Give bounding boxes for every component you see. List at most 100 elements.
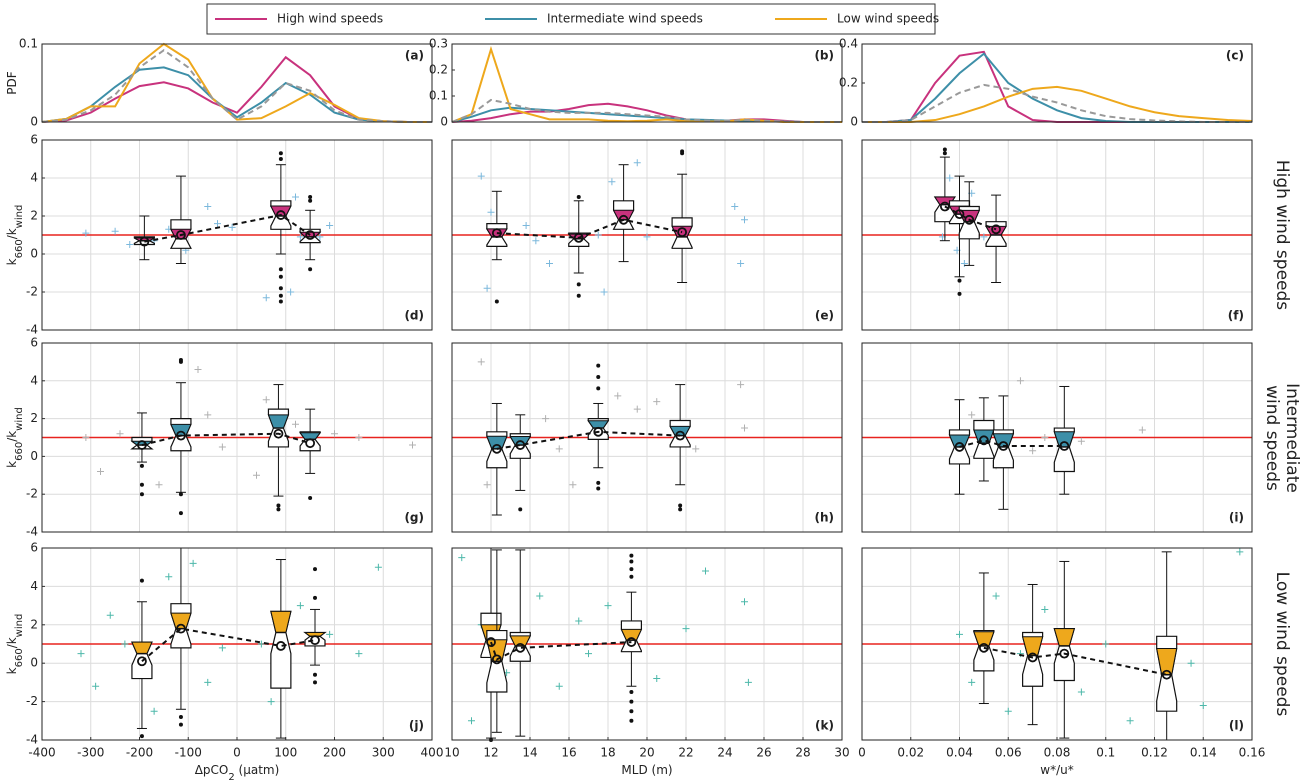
x-tick-label: -100 — [175, 746, 202, 760]
panel-label: (b) — [814, 49, 834, 63]
mean-marker — [677, 227, 687, 238]
y-axis-label-part: k — [5, 667, 19, 674]
x-tick-label: 16 — [561, 746, 576, 760]
scatter-point — [326, 222, 334, 229]
scatter-point — [253, 471, 260, 479]
scatter-point — [331, 430, 338, 438]
x-tick-label: -400 — [28, 746, 55, 760]
x-tick-label: 0 — [858, 746, 866, 760]
outlier — [313, 595, 317, 600]
y-tick-label: 0 — [30, 449, 38, 463]
scatter-point — [82, 434, 90, 441]
y-axis-label: k660/kwind — [5, 407, 25, 468]
scatter-point — [1004, 707, 1012, 715]
x-tick-label: 0.1 — [1096, 746, 1115, 760]
mean-marker — [491, 654, 502, 665]
y-axis-label: k660/kwind — [5, 614, 25, 675]
scatter-point — [1041, 605, 1049, 613]
outlier — [596, 375, 601, 380]
pdf-line — [451, 98, 842, 123]
y-tick-label: 6 — [30, 541, 38, 555]
outlier — [629, 718, 634, 723]
outlier — [139, 578, 144, 583]
mean-marker — [137, 440, 147, 450]
scatter-point — [522, 222, 530, 229]
scatter-point — [1126, 717, 1134, 725]
mean-marker — [573, 232, 584, 243]
scatter-point — [555, 682, 563, 690]
outlier — [278, 157, 283, 161]
mean-marker — [593, 426, 604, 437]
outlier — [308, 198, 313, 203]
mean-marker — [176, 623, 186, 634]
outlier — [178, 358, 183, 363]
scatter-point — [1016, 377, 1024, 385]
mean-marker — [491, 443, 502, 454]
y-tick-label: -4 — [26, 525, 38, 539]
outlier — [178, 511, 183, 516]
outlier — [308, 267, 313, 272]
outlier — [596, 486, 601, 491]
panel-label: (e) — [815, 309, 834, 323]
mean-marker — [491, 228, 502, 239]
x-tick-label: 0.14 — [1190, 746, 1217, 760]
y-tick-label: -2 — [26, 487, 38, 501]
scatter-point — [682, 625, 690, 633]
y-axis-label-part: 660 — [14, 648, 25, 667]
row-label: High wind speeds — [1272, 159, 1292, 311]
mean-marker — [176, 430, 186, 441]
mean-marker — [273, 428, 284, 439]
scatter-point — [204, 411, 212, 419]
x-tick-label: 300 — [372, 746, 395, 760]
scatter-point — [218, 443, 226, 451]
mean-marker — [964, 214, 975, 225]
scatter-point — [326, 630, 334, 638]
mean-line — [959, 439, 1065, 448]
panel-label: (h) — [814, 511, 834, 525]
y-axis-label-part: 660 — [14, 239, 25, 258]
y-tick-label: 0 — [850, 115, 858, 129]
outlier — [629, 690, 634, 694]
scatter-point — [1077, 437, 1085, 445]
panel-label: (j) — [409, 719, 424, 733]
legend-label: Intermediate wind speeds — [547, 12, 703, 26]
mean-marker — [275, 641, 286, 651]
outlier — [576, 282, 581, 287]
outlier — [680, 149, 685, 154]
x-tick-label: 0.08 — [1044, 746, 1071, 760]
scatter-point — [614, 392, 622, 400]
y-tick-label: 2 — [30, 209, 38, 223]
scatter-point — [741, 216, 748, 224]
scatter-point — [468, 717, 475, 725]
scatter-point — [458, 554, 466, 562]
y-axis-label: PDF — [5, 71, 19, 94]
scatter-point — [1077, 688, 1085, 696]
scatter-point — [483, 481, 491, 489]
scatter-point — [296, 602, 304, 610]
mean-marker — [991, 224, 1001, 235]
y-tick-label: 0.3 — [429, 37, 448, 51]
x-tick-label: 28 — [795, 746, 810, 760]
scatter-point — [741, 598, 748, 606]
y-axis-label-part: /k — [5, 228, 19, 239]
scatter-point — [960, 260, 968, 267]
outlier — [629, 699, 634, 704]
y-tick-label: 2 — [30, 411, 38, 425]
mean-line — [141, 627, 316, 663]
scatter-point — [165, 573, 173, 581]
pdf-line — [41, 49, 432, 123]
mean-marker — [978, 642, 989, 653]
scatter-point — [150, 707, 158, 715]
x-tick-label: -300 — [77, 746, 104, 760]
outlier — [596, 480, 601, 485]
scatter-point — [111, 227, 119, 235]
outlier — [942, 147, 947, 152]
scatter-point — [980, 233, 988, 241]
y-tick-label: 0.4 — [839, 37, 858, 51]
outlier — [276, 503, 281, 508]
pdf-line — [862, 83, 1252, 123]
outlier — [139, 482, 144, 487]
outlier — [678, 507, 683, 512]
scatter-point — [569, 481, 577, 489]
mean-marker — [626, 637, 637, 647]
